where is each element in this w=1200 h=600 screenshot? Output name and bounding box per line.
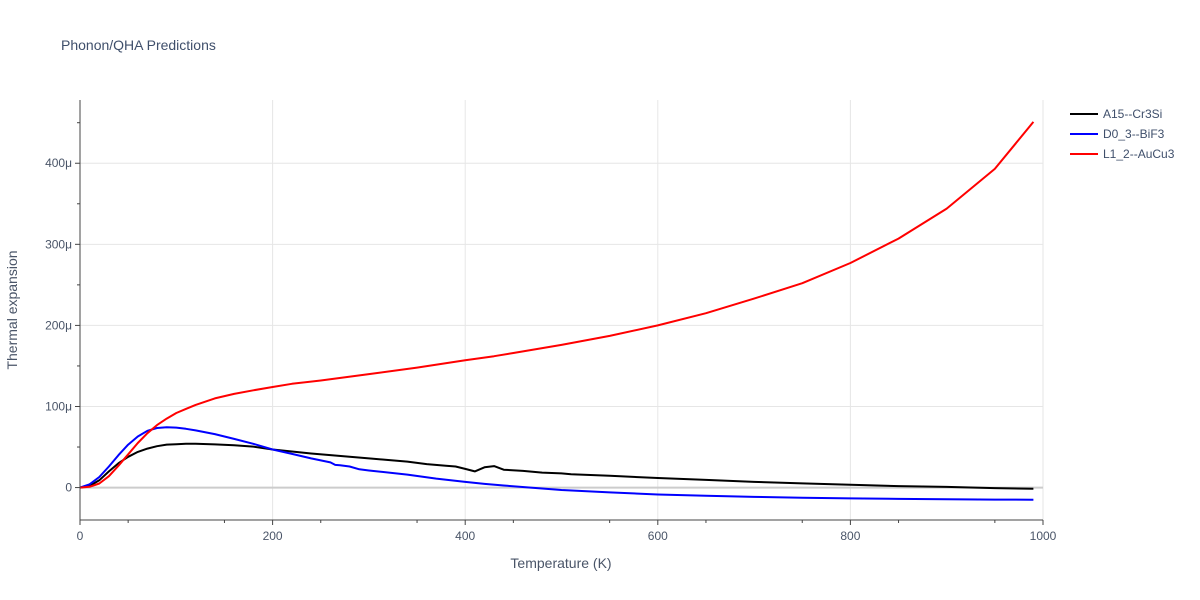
series-line-A15--Cr3Si (79, 442, 1034, 490)
legend[interactable]: A15--Cr3Si D0_3--BiF3 L1_2--AuCu3 (1070, 107, 1175, 161)
y-axis-label: Thermal expansion (4, 250, 20, 369)
legend-item[interactable]: D0_3--BiF3 (1070, 127, 1165, 141)
y-tick-label: 100μ (45, 399, 72, 413)
x-tick-label: 1000 (1030, 529, 1057, 543)
y-tick-label: 300μ (45, 237, 72, 251)
x-tick-label: 400 (455, 529, 475, 543)
legend-label: L1_2--AuCu3 (1103, 147, 1175, 161)
x-tick-label: 800 (840, 529, 860, 543)
legend-item[interactable]: L1_2--AuCu3 (1070, 147, 1175, 161)
series-group (79, 121, 1035, 501)
y-tick-label: 200μ (45, 318, 72, 332)
y-tick-label: 0 (65, 481, 72, 495)
series-line-L1_2--AuCu3 (79, 121, 1035, 489)
legend-label: A15--Cr3Si (1103, 107, 1162, 121)
chart-title: Phonon/QHA Predictions (61, 37, 216, 53)
x-tick-label: 0 (77, 529, 84, 543)
x-tick-label: 200 (263, 529, 283, 543)
y-axis-ticks: 0 100μ 200μ 300μ 400μ (45, 122, 80, 495)
legend-item[interactable]: A15--Cr3Si (1070, 107, 1162, 121)
legend-label: D0_3--BiF3 (1103, 127, 1165, 141)
x-axis-label: Temperature (K) (510, 555, 611, 571)
axes (79, 100, 1043, 521)
x-axis-ticks: 0 200 400 600 800 1000 (77, 520, 1057, 543)
x-tick-label: 600 (648, 529, 668, 543)
series-line-D0_3--BiF3 (79, 426, 1034, 501)
grid (80, 100, 1044, 520)
y-tick-label: 400μ (45, 156, 72, 170)
